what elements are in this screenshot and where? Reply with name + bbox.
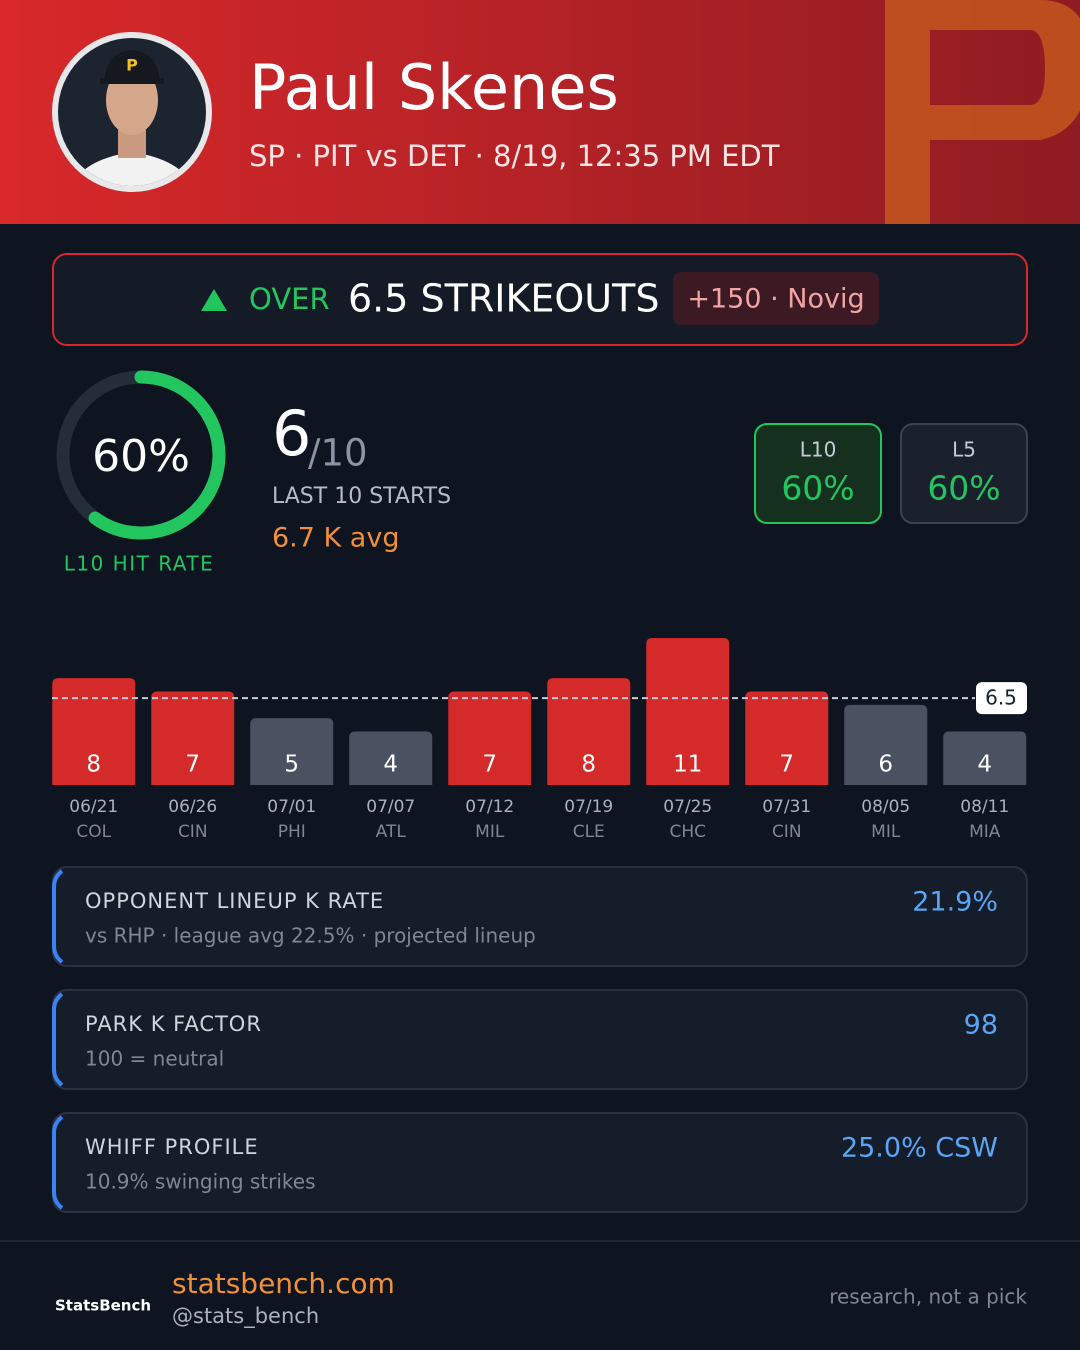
bar: [943, 731, 1027, 785]
note: research, not a pick: [829, 1285, 1027, 1309]
logo: StatsBench: [55, 1297, 151, 1315]
factor-accent: [52, 992, 64, 1087]
svg-text:P: P: [126, 56, 138, 75]
hits: 6: [272, 397, 311, 470]
factor-card: [52, 866, 1028, 967]
date: 07/01: [267, 797, 316, 817]
opponent: MIL: [871, 822, 901, 842]
bar: [844, 704, 928, 785]
split-value: 60%: [927, 469, 1000, 508]
opponent: CLE: [573, 822, 605, 842]
up-arrow: [201, 289, 227, 311]
opponent: ATL: [376, 822, 407, 842]
ring-arc: [56, 370, 226, 540]
date: 08/11: [960, 797, 1009, 817]
opponent: CHC: [669, 822, 706, 842]
date: 07/07: [366, 797, 415, 817]
bar: [250, 718, 334, 785]
odds: +150 · Novig: [687, 284, 864, 315]
bar-label: 8: [86, 752, 101, 778]
bar-label: 4: [977, 752, 992, 778]
split-label: L5: [952, 438, 976, 462]
split-box: [754, 423, 882, 524]
opponent: CIN: [178, 822, 208, 842]
bar-label: 6: [878, 752, 893, 778]
factor-title: OPPONENT LINEUP K RATE: [85, 889, 384, 913]
bar: [547, 678, 631, 785]
bar-label: 7: [779, 752, 794, 778]
factor-detail: 100 = neutral: [85, 1047, 224, 1071]
hit-rate-caption: L10 HIT RATE: [64, 552, 215, 576]
opponent: MIA: [969, 822, 1001, 842]
bar-label: 8: [581, 752, 596, 778]
bar-label: 7: [482, 752, 497, 778]
factor-title: WHIFF PROFILE: [85, 1135, 259, 1159]
site: statsbench.com: [172, 1267, 395, 1300]
date: 08/05: [861, 797, 910, 817]
odds-pill: [673, 272, 879, 325]
factor-accent: [52, 869, 64, 964]
bar: [745, 691, 829, 785]
threshold-label: 6.5: [985, 686, 1017, 710]
hit-rate: 60%: [92, 431, 190, 482]
opponent: COL: [76, 822, 111, 842]
bar: [52, 678, 136, 785]
split-label: L10: [800, 438, 837, 462]
team-logo: [885, 0, 1080, 224]
date: 06/21: [69, 797, 118, 817]
bar: [349, 731, 433, 785]
factor-title: PARK K FACTOR: [85, 1012, 262, 1036]
date: 07/25: [663, 797, 712, 817]
opponent: PHI: [278, 822, 306, 842]
bar: [448, 691, 532, 785]
bar-label: 7: [185, 752, 200, 778]
opponent: MIL: [475, 822, 505, 842]
bar: [646, 638, 730, 785]
split-value: 60%: [781, 469, 854, 508]
total: /10: [308, 432, 368, 475]
subtitle: SP · PIT vs DET · 8/19, 12:35 PM EDT: [249, 139, 780, 173]
factor-accent: [52, 1115, 64, 1210]
opponent: CIN: [772, 822, 802, 842]
player-name: Paul Skenes: [249, 51, 619, 124]
factor-value: 98: [964, 1010, 998, 1041]
factor-value: 25.0% CSW: [841, 1133, 998, 1164]
avatar: P: [52, 32, 212, 192]
factor-card: [52, 989, 1028, 1090]
period: LAST 10 STARTS: [272, 484, 451, 509]
handle: @stats_bench: [172, 1304, 319, 1329]
avg: 6.7 K avg: [272, 523, 399, 554]
split-box: [900, 423, 1028, 524]
factor-detail: vs RHP · league avg 22.5% · projected li…: [85, 924, 536, 948]
bar: [151, 691, 235, 785]
date: 07/12: [465, 797, 514, 817]
pick-direction: OVER: [249, 282, 330, 316]
factor-value: 21.9%: [912, 887, 998, 918]
bar-label: 11: [673, 752, 702, 778]
pick-line: 6.5 STRIKEOUTS: [348, 277, 659, 321]
bar-label: 5: [284, 752, 299, 778]
date: 06/26: [168, 797, 217, 817]
threshold-tag: [976, 682, 1027, 715]
date: 07/19: [564, 797, 613, 817]
factor-detail: 10.9% swinging strikes: [85, 1170, 316, 1194]
bar-label: 4: [383, 752, 398, 778]
date: 07/31: [762, 797, 811, 817]
